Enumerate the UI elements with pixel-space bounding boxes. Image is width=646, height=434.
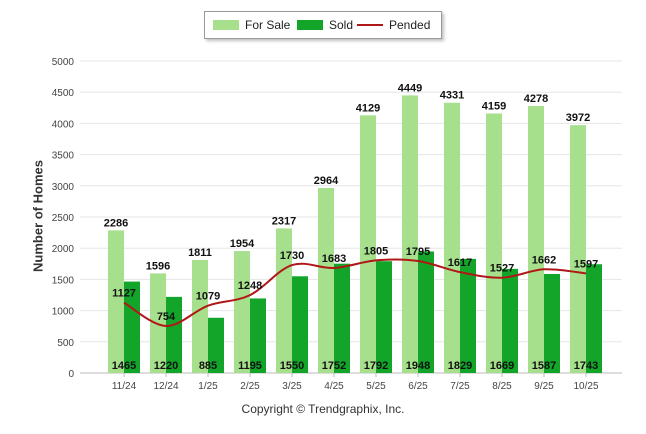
data-label-pended: 1617 bbox=[448, 257, 472, 269]
y-tick-label: 4000 bbox=[52, 119, 75, 130]
data-label-sold: 1743 bbox=[574, 360, 598, 372]
data-label-for-sale: 2964 bbox=[314, 175, 339, 187]
legend-label-sold: Sold bbox=[329, 18, 354, 32]
data-label-for-sale: 3972 bbox=[566, 112, 590, 124]
bar-sold bbox=[166, 296, 182, 373]
data-label-sold: 1465 bbox=[112, 360, 136, 372]
legend-item-pended: Pended bbox=[357, 18, 430, 32]
bar-for-sale bbox=[318, 188, 334, 373]
bar-sold bbox=[544, 273, 560, 373]
x-tick-label: 8/25 bbox=[492, 381, 512, 392]
bar-sold bbox=[460, 258, 476, 373]
y-tick-label: 1500 bbox=[52, 275, 75, 286]
data-label-sold: 1587 bbox=[532, 360, 556, 372]
data-label-sold: 885 bbox=[199, 360, 217, 372]
bar-for-sale bbox=[360, 115, 376, 373]
bar-for-sale bbox=[570, 125, 586, 373]
bar-sold bbox=[376, 261, 392, 373]
bar-for-sale bbox=[276, 228, 292, 373]
copyright-caption: Copyright © Trendgraphix, Inc. bbox=[241, 402, 405, 416]
bar-sold bbox=[586, 264, 602, 373]
data-label-for-sale: 2286 bbox=[104, 217, 128, 229]
x-tick-label: 11/24 bbox=[112, 381, 137, 392]
y-tick-label: 2500 bbox=[52, 213, 75, 224]
data-label-sold: 1752 bbox=[322, 360, 346, 372]
bar-sold bbox=[250, 298, 266, 373]
data-label-sold: 1792 bbox=[364, 360, 388, 372]
legend-label-pended: Pended bbox=[389, 18, 431, 32]
y-tick-label: 4500 bbox=[52, 88, 75, 99]
data-label-sold: 1220 bbox=[154, 360, 178, 372]
legend-swatch-sold bbox=[297, 20, 323, 30]
x-tick-label: 12/24 bbox=[153, 381, 178, 392]
bar-for-sale bbox=[192, 259, 208, 373]
x-tick-label: 9/25 bbox=[534, 381, 554, 392]
data-label-pended: 1730 bbox=[280, 250, 304, 262]
x-tick-label: 10/25 bbox=[573, 381, 598, 392]
data-label-for-sale: 1954 bbox=[230, 238, 255, 250]
x-tick-label: 4/25 bbox=[324, 381, 344, 392]
x-tick-label: 6/25 bbox=[408, 381, 428, 392]
bar-sold bbox=[208, 317, 224, 373]
y-tick-label: 0 bbox=[68, 369, 74, 380]
data-label-for-sale: 1596 bbox=[146, 260, 170, 272]
data-label-sold: 1550 bbox=[280, 360, 304, 372]
y-tick-label: 500 bbox=[57, 338, 74, 349]
x-tick-label: 2/25 bbox=[240, 381, 260, 392]
data-label-pended: 1079 bbox=[196, 291, 220, 303]
x-tick-label: 1/25 bbox=[198, 381, 218, 392]
y-tick-label: 3500 bbox=[52, 151, 75, 162]
data-label-for-sale: 4159 bbox=[482, 100, 506, 112]
y-tick-label: 5000 bbox=[52, 57, 75, 68]
bar-sold bbox=[334, 263, 350, 373]
data-label-pended: 1248 bbox=[238, 280, 262, 292]
data-label-pended: 1597 bbox=[574, 258, 598, 270]
data-label-pended: 754 bbox=[157, 311, 176, 323]
data-label-for-sale: 1811 bbox=[188, 247, 212, 259]
data-label-pended: 1805 bbox=[364, 245, 388, 257]
data-label-for-sale: 2317 bbox=[272, 215, 296, 227]
legend-item-sold: Sold bbox=[297, 18, 353, 32]
y-tick-label: 3000 bbox=[52, 182, 75, 193]
bar-for-sale bbox=[108, 230, 124, 373]
legend-item-for-sale: For Sale bbox=[213, 18, 290, 32]
bar-for-sale bbox=[528, 106, 544, 374]
x-tick-label: 5/25 bbox=[366, 381, 386, 392]
data-label-sold: 1829 bbox=[448, 360, 472, 372]
data-label-pended: 1683 bbox=[322, 253, 346, 265]
data-label-pended: 1127 bbox=[112, 288, 136, 300]
bar-for-sale bbox=[444, 102, 460, 373]
data-label-sold: 1669 bbox=[490, 360, 514, 372]
legend-swatch-pended bbox=[357, 24, 383, 26]
data-label-for-sale: 4449 bbox=[398, 82, 422, 94]
x-tick-label: 7/25 bbox=[450, 381, 470, 392]
data-label-sold: 1195 bbox=[238, 360, 262, 372]
data-label-pended: 1662 bbox=[532, 254, 556, 266]
legend-label-for-sale: For Sale bbox=[245, 18, 291, 32]
data-label-sold: 1948 bbox=[406, 360, 430, 372]
bar-sold bbox=[292, 276, 308, 373]
data-label-for-sale: 4129 bbox=[356, 102, 380, 114]
legend: For Sale Sold Pended bbox=[204, 11, 442, 39]
y-tick-label: 1000 bbox=[52, 307, 75, 318]
bar-for-sale bbox=[234, 251, 250, 373]
bar-sold bbox=[418, 251, 434, 373]
bar-for-sale bbox=[402, 95, 418, 374]
data-label-for-sale: 4331 bbox=[440, 90, 464, 102]
data-label-for-sale: 4278 bbox=[524, 93, 548, 105]
data-label-pended: 1795 bbox=[406, 246, 430, 258]
data-label-pended: 1527 bbox=[490, 263, 514, 275]
x-tick-label: 3/25 bbox=[282, 381, 302, 392]
bar-for-sale bbox=[486, 113, 502, 374]
line-pended bbox=[123, 258, 587, 327]
bar-sold bbox=[502, 268, 518, 373]
legend-swatch-for-sale bbox=[213, 20, 239, 30]
y-tick-label: 2000 bbox=[52, 244, 75, 255]
y-axis-title: Number of Homes bbox=[30, 160, 46, 272]
